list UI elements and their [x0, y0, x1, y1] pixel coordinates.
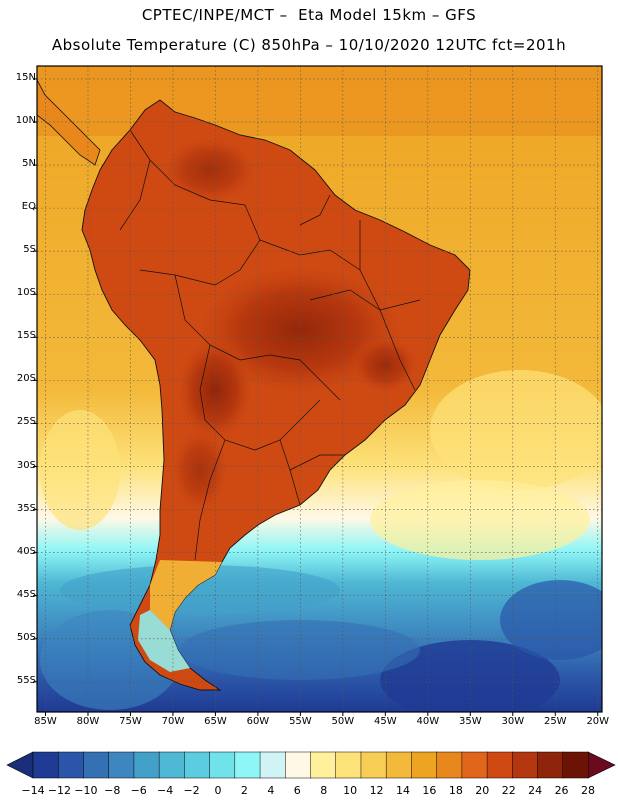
- lon-label: 35W: [458, 716, 482, 727]
- lat-label: 35S: [16, 502, 36, 514]
- colorbar-segment: [133, 751, 160, 779]
- lon-label: 50W: [331, 716, 355, 727]
- colorbar-segment: [57, 751, 85, 779]
- colorbar-segment: [83, 751, 110, 779]
- lon-label: 85W: [34, 716, 57, 727]
- lat-label: 55S: [16, 674, 36, 686]
- colorbar-segment: [335, 751, 362, 779]
- lat-label: 5N: [22, 158, 36, 170]
- colorbar-label: 4: [267, 784, 275, 797]
- lat-label: 10N: [15, 114, 36, 126]
- lon-label: 70W: [161, 716, 185, 727]
- colorbar-label: −2: [183, 784, 200, 797]
- colorbar-label: 16: [422, 784, 437, 797]
- lon-label: 30W: [501, 716, 525, 727]
- colorbar-label: 24: [528, 784, 543, 797]
- lat-label: 15N: [15, 71, 36, 83]
- colorbar-label: 28: [581, 784, 595, 797]
- lat-label: 25S: [16, 416, 36, 428]
- lon-label: 40W: [416, 716, 440, 727]
- lat-label: 40S: [16, 545, 36, 557]
- colorbar-label: 0: [214, 784, 222, 797]
- hot-core-chaco: [175, 335, 255, 445]
- lon-label: 80W: [76, 716, 100, 727]
- lon-label: 75W: [119, 716, 142, 727]
- colorbar-segment: [385, 751, 413, 779]
- colorbar-label: 10: [343, 784, 358, 797]
- colorbar-segment: [310, 751, 337, 779]
- chart-subtitle: Absolute Temperature (C) 850hPa – 10/10/…: [51, 36, 567, 54]
- colorbar-label: −4: [157, 784, 174, 797]
- colorbar-label: 8: [320, 784, 328, 797]
- lat-label: 20S: [16, 373, 36, 385]
- colorbar-segment: [537, 751, 564, 779]
- colorbar-segment: [158, 751, 186, 779]
- colorbar: [6, 751, 616, 779]
- lat-label: 50S: [16, 631, 36, 643]
- colorbar-segment: [259, 751, 287, 779]
- colorbar-label: 12: [369, 784, 384, 797]
- lon-label: 55W: [289, 716, 312, 727]
- colorbar-segment: [184, 751, 211, 779]
- lat-label: 15S: [16, 330, 36, 342]
- colorbar-low-arrow: [6, 751, 34, 779]
- map-frame: [36, 65, 603, 713]
- lat-label: 5S: [23, 244, 36, 256]
- colorbar-segment: [360, 751, 387, 779]
- colorbar-segment: [32, 751, 59, 779]
- colorbar-segment: [209, 751, 236, 779]
- colorbar-label: 22: [501, 784, 516, 797]
- lat-label: 45S: [16, 588, 36, 600]
- central-america-land: [37, 79, 101, 166]
- colorbar-segment: [411, 751, 438, 779]
- colorbar-segment: [108, 751, 135, 779]
- lon-label: 25W: [543, 716, 567, 727]
- colorbar-label: 18: [448, 784, 463, 797]
- colorbar-segment: [562, 751, 589, 779]
- colorbar-label: −10: [74, 784, 98, 797]
- colorbar-segment: [285, 751, 312, 779]
- colorbar-segment: [234, 751, 261, 779]
- map-field: [37, 66, 602, 712]
- colorbar-label: −8: [104, 784, 121, 797]
- colorbar-label: −14: [21, 784, 45, 797]
- colorbar-segment: [436, 751, 463, 779]
- colorbar-segment: [461, 751, 488, 779]
- colorbar-label: −6: [130, 784, 147, 797]
- colorbar-segment: [486, 751, 514, 779]
- colorbar-label: 14: [396, 784, 410, 797]
- colorbar-label: 20: [475, 784, 490, 797]
- colorbar-label: 2: [240, 784, 248, 797]
- lat-label: EQ: [21, 201, 36, 213]
- lat-label: 30S: [16, 459, 36, 471]
- colorbar-label: −12: [47, 784, 72, 797]
- lat-label: 10S: [16, 287, 36, 299]
- chart-title: CPTEC/INPE/MCT – Eta Model 15km – GFS: [141, 6, 477, 24]
- colorbar-high-arrow: [587, 751, 616, 779]
- colorbar-label: 6: [293, 784, 301, 797]
- colorbar-label: 26: [554, 784, 569, 797]
- colorbar-segment: [512, 751, 539, 779]
- lon-label: 20W: [586, 716, 610, 727]
- lon-label: 65W: [204, 716, 227, 727]
- lon-label: 60W: [246, 716, 270, 727]
- country-borders: [119, 129, 421, 561]
- lon-label: 45W: [374, 716, 397, 727]
